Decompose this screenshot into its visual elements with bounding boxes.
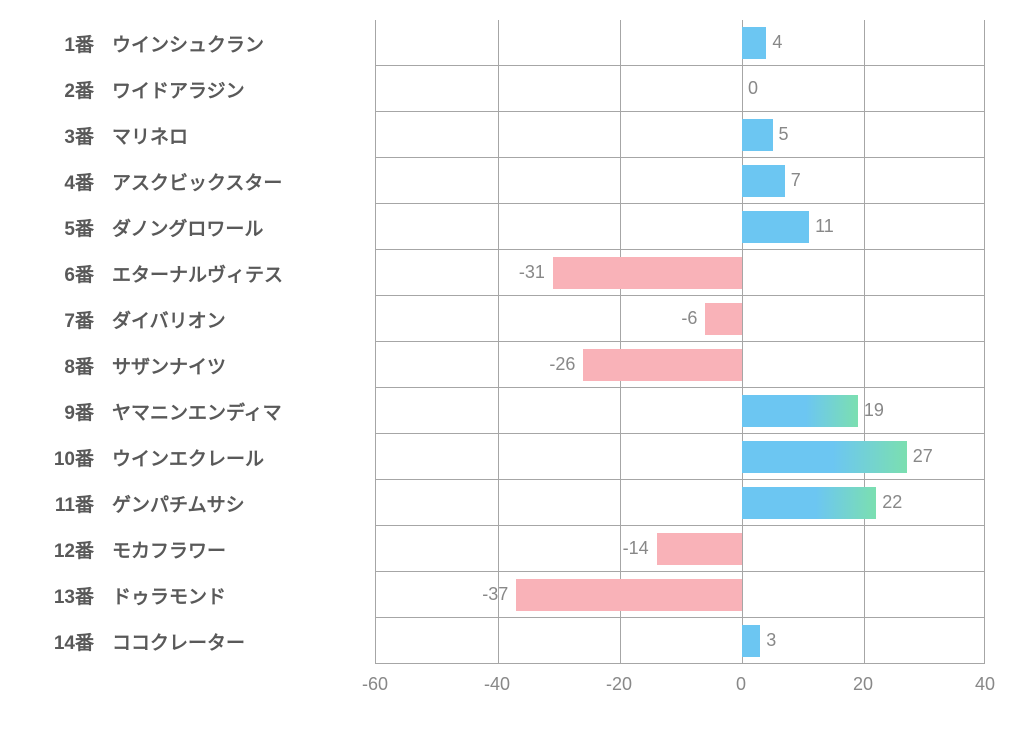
bar xyxy=(742,487,876,519)
row-track: 5 xyxy=(376,112,984,158)
bar xyxy=(742,395,858,427)
row-number: 3番 xyxy=(24,122,94,149)
bar xyxy=(742,625,760,657)
row-track: 7 xyxy=(376,158,984,204)
row-labels-column: 1番ウインシュクラン2番ワイドアラジン3番マリネロ4番アスクビックスター5番ダノ… xyxy=(0,20,370,664)
value-label: -26 xyxy=(549,354,575,375)
row-name: ウインシュクラン xyxy=(112,30,264,57)
row-name: ウインエクレール xyxy=(112,444,264,471)
value-label: -37 xyxy=(482,584,508,605)
row-name: モカフラワー xyxy=(112,536,226,563)
value-label: 27 xyxy=(913,446,933,467)
row-label: 12番モカフラワー xyxy=(0,526,370,572)
plot-area: 4 0 5 7 11 -31 -6 -26 19 27 22 -14 -37 3 xyxy=(375,20,985,664)
row-label: 11番ゲンパチムサシ xyxy=(0,480,370,526)
row-name: サザンナイツ xyxy=(112,352,226,379)
row-label: 5番ダノングロワール xyxy=(0,204,370,250)
value-label: 19 xyxy=(864,400,884,421)
bar xyxy=(583,349,742,381)
row-number: 10番 xyxy=(24,444,94,471)
row-number: 1番 xyxy=(24,30,94,57)
bar xyxy=(742,441,907,473)
row-label: 1番ウインシュクラン xyxy=(0,20,370,66)
x-axis-tick: -60 xyxy=(362,674,388,695)
row-number: 7番 xyxy=(24,306,94,333)
row-name: ダイバリオン xyxy=(112,306,226,333)
x-axis-labels: -60-40-2002040 xyxy=(375,668,985,698)
bar xyxy=(657,533,742,565)
row-number: 14番 xyxy=(24,628,94,655)
x-axis-tick: 40 xyxy=(975,674,995,695)
row-label: 2番ワイドアラジン xyxy=(0,66,370,112)
bar xyxy=(553,257,742,289)
row-name: ドゥラモンド xyxy=(112,582,226,609)
row-track: 0 xyxy=(376,66,984,112)
bar xyxy=(705,303,742,335)
row-label: 4番アスクビックスター xyxy=(0,158,370,204)
row-number: 5番 xyxy=(24,214,94,241)
row-track: -37 xyxy=(376,572,984,618)
row-name: ダノングロワール xyxy=(112,214,263,241)
row-track: 22 xyxy=(376,480,984,526)
row-track: 3 xyxy=(376,618,984,664)
row-label: 6番エターナルヴィテス xyxy=(0,250,370,296)
row-label: 13番ドゥラモンド xyxy=(0,572,370,618)
row-track: -26 xyxy=(376,342,984,388)
row-track: 27 xyxy=(376,434,984,480)
row-name: ココクレーター xyxy=(112,628,245,655)
row-name: ゲンパチムサシ xyxy=(112,490,245,517)
row-name: マリネロ xyxy=(112,122,188,149)
value-label: 11 xyxy=(815,216,834,237)
row-label: 8番サザンナイツ xyxy=(0,342,370,388)
row-track: -31 xyxy=(376,250,984,296)
row-track: -6 xyxy=(376,296,984,342)
row-number: 11番 xyxy=(24,490,94,517)
value-label: 0 xyxy=(748,78,758,99)
row-label: 10番ウインエクレール xyxy=(0,434,370,480)
value-label: 7 xyxy=(791,170,801,191)
chart-container: 1番ウインシュクラン2番ワイドアラジン3番マリネロ4番アスクビックスター5番ダノ… xyxy=(0,0,1022,730)
value-label: 5 xyxy=(779,124,789,145)
row-track: -14 xyxy=(376,526,984,572)
x-axis-tick: 0 xyxy=(736,674,746,695)
value-label: 22 xyxy=(882,492,902,513)
row-number: 6番 xyxy=(24,260,94,287)
value-label: 4 xyxy=(772,32,782,53)
value-label: -31 xyxy=(519,262,545,283)
row-name: アスクビックスター xyxy=(112,168,282,195)
row-number: 13番 xyxy=(24,582,94,609)
row-label: 14番ココクレーター xyxy=(0,618,370,664)
row-number: 2番 xyxy=(24,76,94,103)
row-track: 4 xyxy=(376,20,984,66)
row-track: 19 xyxy=(376,388,984,434)
row-label: 3番マリネロ xyxy=(0,112,370,158)
x-axis-tick: -40 xyxy=(484,674,510,695)
value-label: -14 xyxy=(623,538,649,559)
row-label: 9番ヤマニンエンディマ xyxy=(0,388,370,434)
row-name: ヤマニンエンディマ xyxy=(112,398,282,425)
bar xyxy=(742,165,785,197)
bar xyxy=(516,579,742,611)
bar xyxy=(742,119,773,151)
row-number: 4番 xyxy=(24,168,94,195)
bar xyxy=(742,211,809,243)
row-number: 8番 xyxy=(24,352,94,379)
x-axis-tick: -20 xyxy=(606,674,632,695)
row-number: 9番 xyxy=(24,398,94,425)
bar xyxy=(742,27,766,59)
row-name: ワイドアラジン xyxy=(112,76,245,103)
row-number: 12番 xyxy=(24,536,94,563)
row-label: 7番ダイバリオン xyxy=(0,296,370,342)
x-axis-tick: 20 xyxy=(853,674,873,695)
row-name: エターナルヴィテス xyxy=(112,260,283,287)
value-label: -6 xyxy=(681,308,697,329)
row-track: 11 xyxy=(376,204,984,250)
value-label: 3 xyxy=(766,630,776,651)
